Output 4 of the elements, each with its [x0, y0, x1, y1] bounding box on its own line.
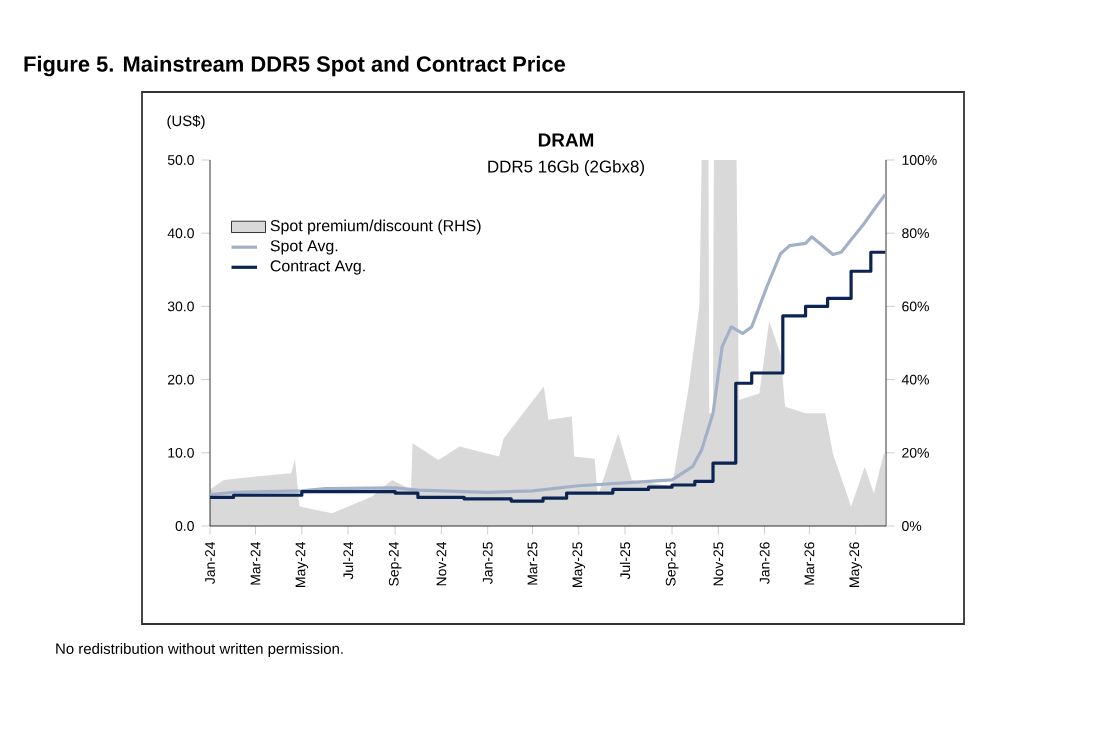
- annotation: DDR5 16Gb (2Gbx8): [488, 160, 644, 176]
- line-series: [210, 192, 887, 497]
- chart-subtitle: DRAM: [538, 133, 594, 147]
- chart-title: Figure 5. Mainstream DDR5 Spot and Contract Price: [24, 55, 566, 77]
